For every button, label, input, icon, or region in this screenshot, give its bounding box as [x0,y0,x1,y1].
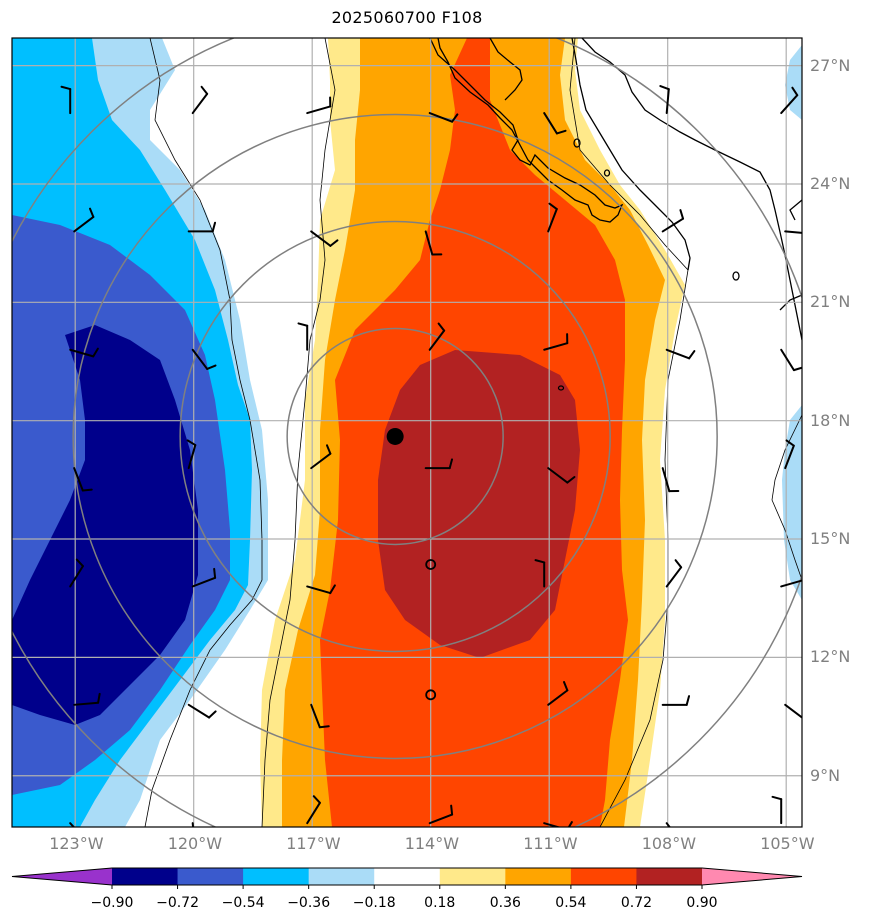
wind-barb [191,567,217,588]
wind-barb [425,559,437,570]
east-negative-anomaly [782,45,802,600]
wind-barb [310,703,330,729]
lat-tick-label: 27°N [810,55,851,75]
wind-barb [780,348,802,372]
lat-tick-label: 21°N [810,292,851,312]
lat-tick-label: 24°N [810,173,851,193]
wind-barb [306,795,321,825]
wind-barb [665,348,696,360]
colorbar-segment [374,868,441,885]
lon-tick-label: 105°W [760,834,815,853]
wind-barb [306,584,336,595]
colorbar-overflow-triangle [702,868,802,885]
lon-tick-label: 114°W [404,834,460,853]
wind-barb [428,322,446,351]
wind-barb [73,207,95,233]
wind-barb [428,804,454,825]
wind-barbs [60,85,802,827]
wind-barb [780,86,799,115]
colorbar-tick-label: 0.18 [424,895,456,911]
distance-rings [12,38,802,827]
wind-barb [306,96,332,115]
lat-tick-label: 15°N [810,529,851,548]
wind-barb [69,347,99,358]
colorbar-segment [439,868,506,885]
coastline [429,38,802,391]
wind-barb [73,692,101,706]
map-frame [11,37,803,828]
gridlines [12,38,802,827]
map-title: 2025060700 F108 [331,8,483,27]
wind-barb [310,444,332,470]
colorbar-tick-label: 0.54 [555,895,587,911]
lon-tick-label: 111°W [523,834,578,853]
wind-barb [771,795,783,825]
wind-barb [780,579,802,588]
lat-tick-label: 12°N [810,647,851,667]
wind-barb [547,467,576,484]
lon-tick-label: 117°W [286,834,341,853]
wind-barb [187,221,217,233]
colorbar-tick-label: 0.36 [489,895,521,911]
wind-barb [543,333,569,351]
distance-ring [179,220,611,653]
lon-tick-label: 123°W [49,834,104,853]
colorbar-segment [570,868,637,885]
wind-barb [547,681,569,706]
colorbar-tick-label: −0.18 [352,895,396,911]
colorbar-tick-label: −0.36 [287,895,331,911]
colorbar-tick-label: 0.90 [686,895,718,911]
colorbar-segment [177,868,244,885]
wind-barb [424,458,454,470]
positive-anomaly-field [260,38,685,827]
wind-barb [784,703,802,719]
wind-barb [547,202,558,233]
wind-barb [543,112,567,135]
lon-tick-label: 120°W [167,834,223,853]
lon-tick-label: 108°W [641,834,697,853]
colorbar-tick-label: −0.90 [90,895,134,911]
colorbar-tick-label: −0.72 [156,895,199,911]
colorbar-segment [112,868,179,885]
wind-barb [661,467,680,493]
wind-barb [784,439,795,470]
lat-tick-label: 18°N [810,410,851,430]
wind-barb [659,85,670,115]
wind-barb [661,209,685,233]
wind-barb [69,822,75,827]
colorbar-tick-label: −0.54 [221,895,265,911]
wind-barb [534,559,546,588]
wind-barb [424,230,443,256]
storm-center-marker [386,427,404,445]
wind-barb [191,348,217,370]
distance-ring [286,327,504,546]
map-plot-area [12,38,802,827]
wind-barb [425,689,437,701]
wind-barb [60,85,72,115]
lat-tick-label: 9°N [810,765,841,785]
colorbar [11,867,803,889]
wind-barb [310,230,339,247]
wind-barb [428,112,459,123]
wind-barb [73,467,93,492]
wind-barb [297,322,309,351]
colorbar-segment [505,868,572,885]
wind-barb [191,85,209,115]
colorbar-segment [308,868,375,885]
wind-barb [665,559,683,588]
wind-barb [69,558,84,588]
distance-ring [72,113,718,760]
colorbar-segment [243,868,310,885]
negative-anomaly-field [12,38,268,827]
wind-barb [186,439,197,470]
wind-barb [187,703,217,719]
wind-barb [661,695,691,706]
wind-barb [784,230,802,234]
colorbar-tick-label: 0.72 [620,895,653,911]
colorbar-segment [636,868,703,885]
colorbar-underflow-triangle [12,868,112,885]
wind-barb [665,822,671,827]
